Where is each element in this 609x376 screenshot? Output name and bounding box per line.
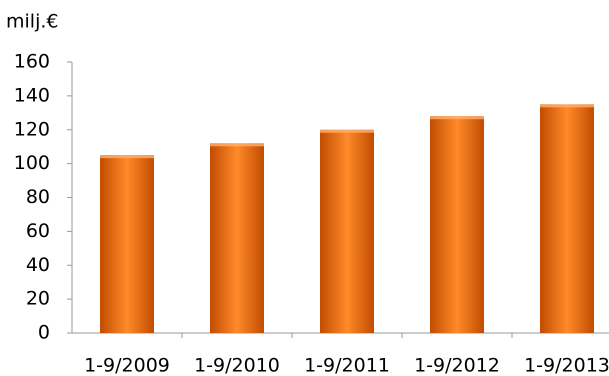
x-tick-label: 1-9/2012 [414, 355, 500, 376]
y-tick-label: 140 [14, 84, 50, 106]
y-tick-label: 160 [14, 51, 50, 73]
y-tick-label: 60 [26, 220, 50, 242]
bar [430, 116, 484, 333]
x-tick-label: 1-9/2013 [524, 355, 609, 376]
bar [100, 155, 154, 333]
bar [210, 143, 264, 333]
x-tick-label: 1-9/2011 [304, 355, 390, 376]
x-tick-label: 1-9/2010 [194, 355, 280, 376]
y-tick-label: 80 [26, 186, 50, 208]
bar-cap [210, 143, 264, 147]
bar-cap [430, 116, 484, 120]
bar-cap [540, 104, 594, 108]
x-tick-label: 1-9/2009 [84, 355, 170, 376]
y-tick-label: 20 [26, 288, 50, 310]
bar [540, 104, 594, 333]
bar-cap [320, 129, 374, 133]
y-axis-label: milj.€ [6, 11, 58, 33]
y-tick-label: 100 [14, 152, 50, 174]
bar [320, 129, 374, 333]
y-tick-label: 0 [38, 322, 50, 344]
y-tick-label: 40 [26, 254, 50, 276]
y-tick-label: 120 [14, 118, 50, 140]
bar-cap [100, 155, 154, 159]
